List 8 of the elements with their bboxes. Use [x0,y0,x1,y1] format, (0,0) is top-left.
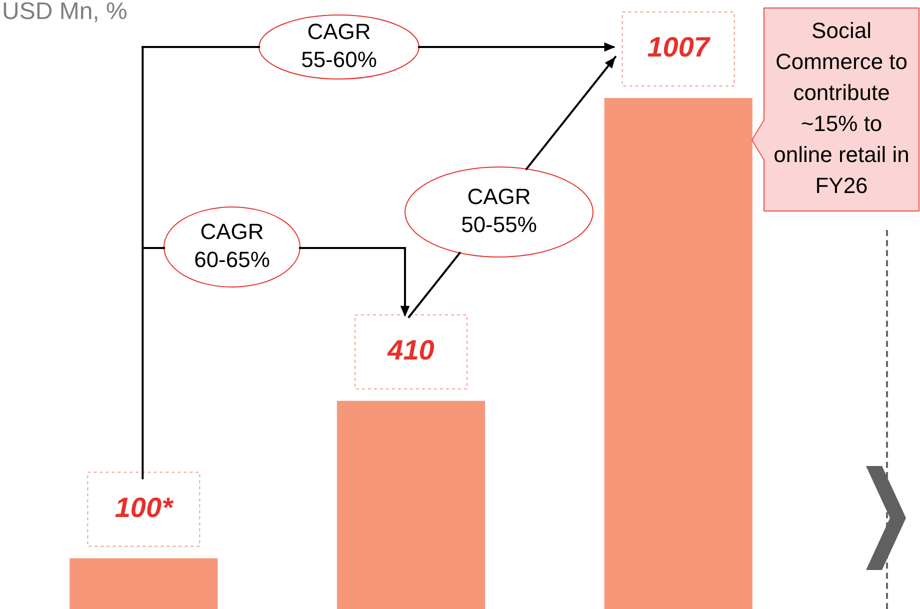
annotation: CAGR 50-55% [461,184,537,238]
data-label: 410 [386,334,435,366]
data-label: 1007 [647,32,711,63]
text: CAGR 55-60% [301,19,377,72]
annotation: Social Commerce to contribute ~15% to online retail in FY26 [774,18,910,198]
annotation: CAGR 60-65% [194,219,270,272]
data-label: 100* [114,492,174,523]
chart-title: USD Mn, % [2,0,128,26]
